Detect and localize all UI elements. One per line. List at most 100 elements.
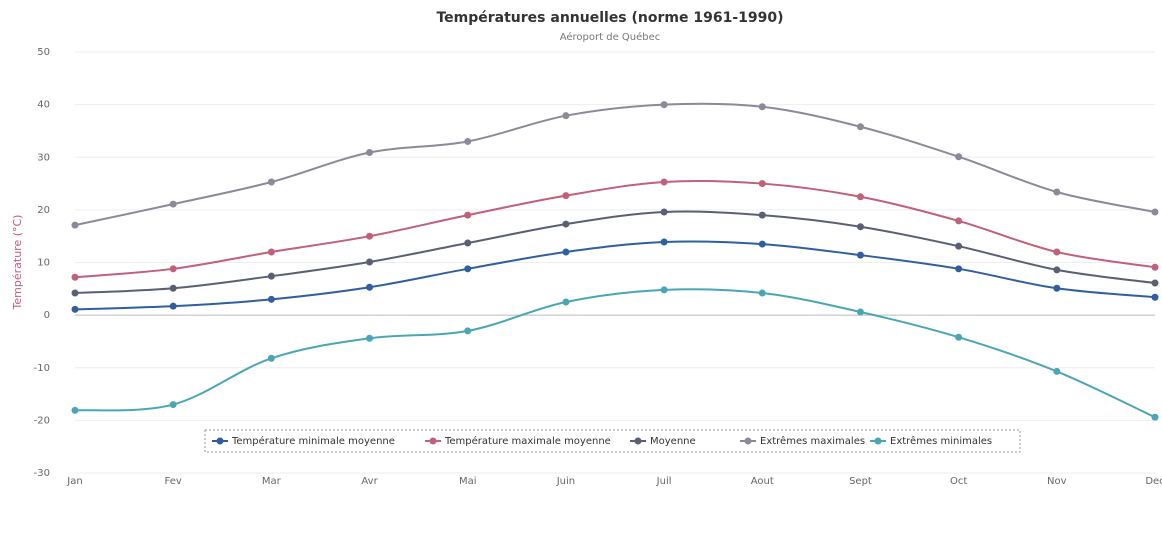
y-axis-title: Température (°C) <box>11 215 24 311</box>
point <box>71 221 79 229</box>
point <box>366 232 374 240</box>
x-tick-label: Juin <box>556 476 575 487</box>
x-tick-label: Aout <box>751 476 774 487</box>
point <box>1151 263 1159 271</box>
y-tick-label: 0 <box>44 310 50 321</box>
legend-box <box>204 429 1021 453</box>
point <box>856 308 864 316</box>
point <box>856 251 864 259</box>
series-line <box>74 210 1156 295</box>
legend-marker <box>874 437 882 445</box>
legend-item: Moyenne <box>630 436 696 447</box>
point <box>660 101 668 109</box>
series-line <box>74 102 1156 227</box>
point <box>267 272 275 280</box>
x-tick-label: Mai <box>459 476 477 487</box>
legend-item: Température minimale moyenne <box>212 435 395 447</box>
point <box>660 286 668 294</box>
point <box>955 153 963 161</box>
legend: Température minimale moyenne Température … <box>212 435 992 447</box>
legend-marker <box>429 437 437 445</box>
y-tick-label: -10 <box>34 363 50 374</box>
point <box>267 248 275 256</box>
x-tick-label: Jan <box>66 476 82 487</box>
point <box>169 302 177 310</box>
legend-label: Extrêmes maximales <box>760 435 865 447</box>
point <box>955 265 963 273</box>
point <box>71 273 79 281</box>
point <box>758 180 766 188</box>
point <box>1151 279 1159 287</box>
point <box>562 192 570 200</box>
point <box>1151 208 1159 216</box>
point <box>562 220 570 228</box>
y-tick-label: -30 <box>34 468 50 479</box>
x-tick-label: Dec <box>1145 476 1162 487</box>
point <box>562 298 570 306</box>
legend-item: Extrêmes minimales <box>870 435 992 447</box>
legend-item: Extrêmes maximales <box>740 435 865 447</box>
point <box>758 211 766 219</box>
point <box>856 223 864 231</box>
point <box>464 239 472 247</box>
legend-item: Température maximale moyenne <box>425 435 611 447</box>
x-tick-label: Mar <box>262 476 282 487</box>
point <box>1053 367 1061 375</box>
y-tick-label: 30 <box>37 152 50 163</box>
point <box>71 406 79 414</box>
x-tick-label: Oct <box>950 476 967 487</box>
x-tick-label: Avr <box>361 476 378 487</box>
point <box>366 258 374 266</box>
series-line <box>74 240 1156 311</box>
legend-label: Moyenne <box>650 436 696 447</box>
point <box>856 193 864 201</box>
point <box>955 333 963 341</box>
legend-label: Température minimale moyenne <box>231 435 395 447</box>
point <box>71 305 79 313</box>
point <box>1151 413 1159 421</box>
legend-label: Température maximale moyenne <box>444 435 611 447</box>
point <box>464 211 472 219</box>
point <box>169 265 177 273</box>
point <box>267 354 275 362</box>
point <box>366 149 374 157</box>
y-tick-label: 10 <box>37 258 50 269</box>
y-tick-label: 40 <box>37 100 50 111</box>
chart-subtitle: Aéroport de Québec <box>560 31 661 43</box>
point <box>169 200 177 208</box>
point <box>562 248 570 256</box>
point <box>1053 284 1061 292</box>
point <box>660 238 668 246</box>
point <box>660 178 668 186</box>
legend-marker <box>634 437 642 445</box>
point <box>758 240 766 248</box>
point <box>267 295 275 303</box>
point <box>955 242 963 250</box>
point <box>660 208 668 216</box>
point <box>562 112 570 120</box>
legend-marker <box>216 437 224 445</box>
point <box>955 217 963 225</box>
point <box>366 283 374 291</box>
point <box>856 123 864 131</box>
y-tick-label: 20 <box>37 205 50 216</box>
point <box>758 103 766 111</box>
x-tick-label: Juil <box>656 476 672 487</box>
legend-marker <box>744 437 752 445</box>
point <box>1151 293 1159 301</box>
point <box>464 137 472 145</box>
y-tick-label: 50 <box>37 47 50 58</box>
point <box>1053 188 1061 196</box>
chart-title: Températures annuelles (norme 1961-1990) <box>436 10 783 26</box>
x-tick-label: Fev <box>165 476 182 487</box>
point <box>169 401 177 409</box>
point <box>1053 266 1061 274</box>
point <box>758 289 766 297</box>
point <box>366 334 374 342</box>
legend-label: Extrêmes minimales <box>890 435 992 447</box>
point <box>464 265 472 273</box>
point <box>71 289 79 297</box>
point <box>169 284 177 292</box>
y-tick-label: -20 <box>34 415 50 426</box>
